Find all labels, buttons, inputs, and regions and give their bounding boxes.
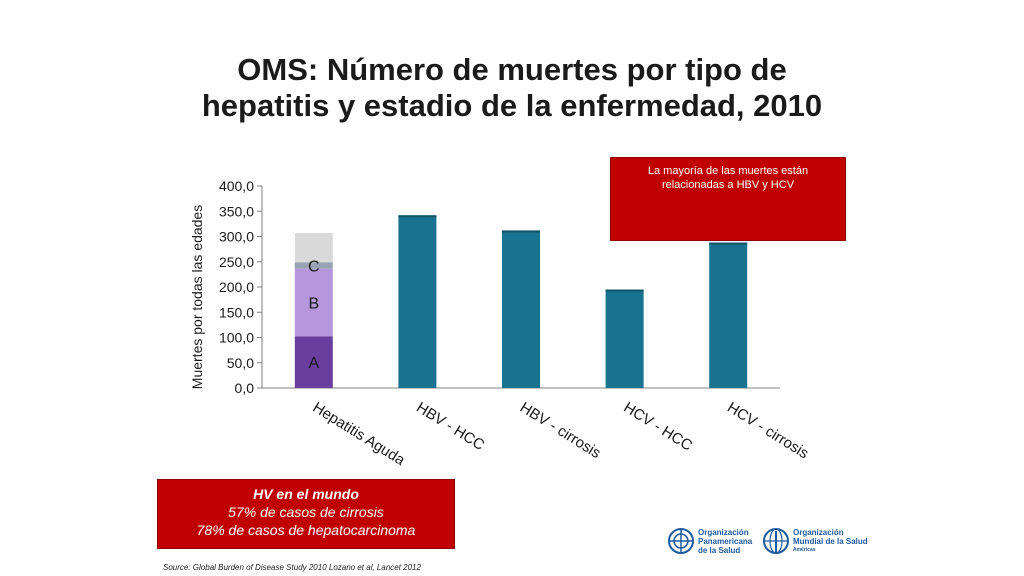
callout-bottom-line-2: 78% de casos de hepatocarcinoma [196,522,416,538]
source-citation: Source: Global Burden of Disease Study 2… [163,563,421,572]
x-category-label: HBV - cirrosis [517,399,604,462]
bar [502,230,540,388]
chart-bars [294,215,748,388]
bar [398,215,437,388]
segment-label: C [308,259,320,276]
ops-logo-line-1: Organización [698,527,749,537]
who-emblem-icon [763,528,789,554]
x-category-label: HCV - HCC [620,399,695,455]
y-tick-label: 350,0 [219,203,254,219]
y-axis-label: Muertes por todas las edades [189,205,205,389]
bar-top-edge [605,289,644,292]
callout-bottom-heading: HV en el mundo [253,486,359,502]
y-tick-label: 300,0 [219,229,254,245]
y-tick-label: 400,0 [219,178,254,194]
y-tick-label: 0,0 [235,380,255,396]
oms-logo-line-1: Organización [793,527,844,537]
title-line-1: OMS: Número de muertes por tipo de [237,52,787,87]
callout-hv-world: HV en el mundo 57% de casos de cirrosis … [157,479,455,549]
y-tick-label: 100,0 [219,330,254,346]
oms-logo-line-2: Mundial de la Salud [793,536,868,546]
bar-top-edge [502,230,540,233]
y-tick-label: 50,0 [227,355,254,371]
callout-hbv-hcv: La mayoría de las muertes están relacion… [610,157,846,241]
title-line-2: hepatitis y estadio de la enfermedad, 20… [201,88,823,123]
ops-logo-line-3: de la Salud [698,545,741,555]
stacked-segment-bar [294,262,333,269]
stacked-segment-bar [294,336,333,388]
stacked-segment-bar [294,232,333,263]
bar-top-edge [398,215,437,218]
page-title: OMS: Número de muertes por tipo de hepat… [0,52,1024,124]
callout-top-line-2: relacionadas a HBV y HCV [661,179,795,191]
x-category-label: HCV - cirrosis [724,399,811,462]
y-tick-label: 150,0 [219,304,254,320]
y-tick-label: 250,0 [219,254,254,270]
bar-top-edge [709,242,748,245]
ops-logo-line-2: Panamericana [698,536,753,546]
oms-logo-sub: Américas [793,546,816,553]
stacked-segment-bar [294,268,333,337]
x-category-label: Hepatitis Aguda [310,399,409,469]
oms-logo: Organización Mundial de la Salud América… [762,527,868,555]
callout-top-line-1: La mayoría de las muertes están [647,165,809,177]
bar [605,289,644,388]
callout-bottom-line-1: 57% de casos de cirrosis [228,504,384,520]
x-category-label: HBV - HCC [413,399,487,454]
segment-label: A [308,355,319,372]
ops-emblem-icon [668,528,694,554]
segment-label: B [308,296,319,313]
ops-logo: Organización Panamericana de la Salud [667,527,752,555]
bar [709,242,748,388]
y-tick-label: 200,0 [219,279,254,295]
